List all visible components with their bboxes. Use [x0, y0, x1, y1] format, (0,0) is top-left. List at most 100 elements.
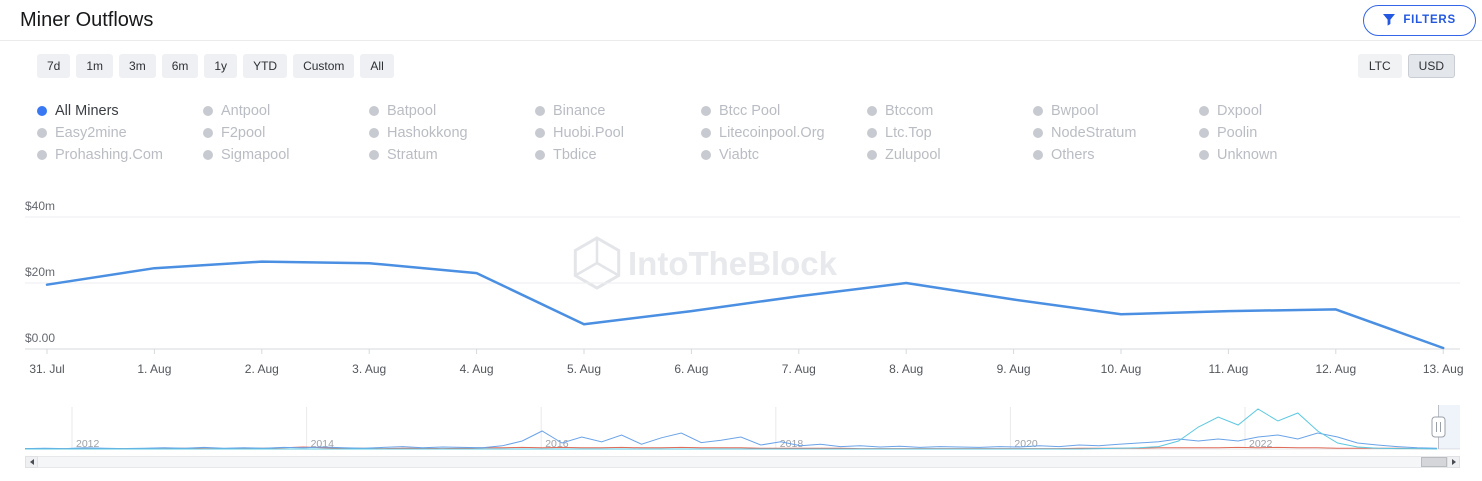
legend-dot-icon [1033, 127, 1043, 138]
legend-item-btccom[interactable]: Btccom [867, 102, 1033, 119]
page-header: Miner Outflows FILTERS [0, 0, 1482, 41]
legend-dot-icon [701, 149, 711, 160]
legend-item-btcc-pool[interactable]: Btcc Pool [701, 102, 867, 119]
range-button-custom[interactable]: Custom [293, 54, 355, 78]
legend-label: Batpool [387, 102, 437, 119]
y-axis-label: $0.00 [25, 331, 55, 345]
x-axis-label: 6. Aug [674, 362, 708, 376]
legend-item-f2pool[interactable]: F2pool [203, 124, 369, 141]
legend-item-poolin[interactable]: Poolin [1199, 124, 1365, 141]
legend-item-stratum[interactable]: Stratum [369, 146, 535, 163]
legend-item-all-miners[interactable]: All Miners [37, 102, 203, 119]
navigator-handle-grip[interactable] [1431, 416, 1446, 438]
range-button-1m[interactable]: 1m [76, 54, 114, 78]
currency-button-ltc[interactable]: LTC [1357, 54, 1402, 78]
legend-item-easy2mine[interactable]: Easy2mine [37, 124, 203, 141]
legend-item-batpool[interactable]: Batpool [369, 102, 535, 119]
legend-item-dxpool[interactable]: Dxpool [1199, 102, 1365, 119]
miner-legend: All Miners Antpool Batpool Binance Btcc Pool… [37, 102, 1482, 163]
x-axis-label: 5. Aug [567, 362, 601, 376]
chart-scrollbar[interactable] [25, 456, 1460, 468]
legend-item-viabtc[interactable]: Viabtc [701, 146, 867, 163]
intotheblock-logo-icon [573, 236, 621, 290]
legend-label: All Miners [55, 102, 119, 119]
x-axis-label: 2. Aug [245, 362, 279, 376]
navigator-chart[interactable]: 2012 2014 2016 2018 2020 2022 [0, 405, 1482, 453]
scrollbar-left-arrow[interactable] [25, 456, 38, 468]
series-line-all-miners[interactable] [45, 260, 1445, 350]
legend-label: Prohashing.Com [55, 146, 163, 163]
navigator-series-cyan [25, 408, 1438, 450]
legend-dot-icon [203, 105, 213, 116]
funnel-icon [1383, 14, 1396, 26]
legend-item-tbdice[interactable]: Tbdice [535, 146, 701, 163]
legend-label: Binance [553, 102, 606, 119]
range-button-7d[interactable]: 7d [37, 54, 71, 78]
legend-label: Bwpool [1051, 102, 1099, 119]
scrollbar-right-arrow[interactable] [1447, 456, 1460, 468]
legend-dot-icon [867, 149, 877, 160]
legend-dot-icon [37, 127, 47, 138]
navigator-handle[interactable] [1431, 405, 1460, 449]
x-axis-label: 7. Aug [782, 362, 816, 376]
legend-label: NodeStratum [1051, 124, 1137, 141]
legend-label: Tbdice [553, 146, 597, 163]
x-axis-label: 1. Aug [137, 362, 171, 376]
legend-item-litecoinpool-org[interactable]: Litecoinpool.Org [701, 124, 867, 141]
legend-dot-icon [701, 127, 711, 138]
legend-dot-icon [369, 105, 379, 116]
x-axis-label: 4. Aug [460, 362, 494, 376]
legend-dot-icon [535, 149, 545, 160]
scrollbar-thumb[interactable] [1421, 457, 1447, 467]
navigator-series-blue [24, 430, 1438, 450]
legend-label: Antpool [221, 102, 271, 119]
legend-label: Unknown [1217, 146, 1278, 163]
range-button-all[interactable]: All [360, 54, 394, 78]
legend-item-nodestratum[interactable]: NodeStratum [1033, 124, 1199, 141]
filters-button[interactable]: FILTERS [1363, 4, 1476, 36]
legend-dot-icon [1199, 105, 1209, 116]
left-arrow-icon [29, 459, 34, 465]
legend-item-bwpool[interactable]: Bwpool [1033, 102, 1199, 119]
x-axis-label: 13. Aug [1423, 362, 1464, 376]
legend-item-others[interactable]: Others [1033, 146, 1199, 163]
x-axis-label: 12. Aug [1315, 362, 1356, 376]
legend-label: Btcc Pool [719, 102, 781, 119]
legend-dot-icon [535, 127, 545, 138]
legend-dot-icon [701, 105, 711, 116]
range-button-6m[interactable]: 6m [161, 54, 199, 78]
legend-label: Btccom [885, 102, 934, 119]
legend-dot-icon [203, 149, 213, 160]
legend-label: Sigmapool [221, 146, 290, 163]
legend-label: Poolin [1217, 124, 1258, 141]
range-button-3m[interactable]: 3m [119, 54, 156, 78]
main-chart[interactable]: IntoTheBlock $0.00 $20m $40m 31. Jul 1. Aug 2… [0, 195, 1482, 385]
legend-dot-icon [369, 127, 379, 138]
legend-item-ltc-top[interactable]: Ltc.Top [867, 124, 1033, 141]
currency-button-usd[interactable]: USD [1407, 54, 1455, 78]
x-axis-label: 9. Aug [997, 362, 1031, 376]
navigator-selected-range [1439, 405, 1460, 449]
legend-item-antpool[interactable]: Antpool [203, 102, 369, 119]
legend-dot-icon [37, 105, 47, 116]
legend-item-sigmapool[interactable]: Sigmapool [203, 146, 369, 163]
legend-label: Viabtc [719, 146, 760, 163]
legend-label: Hashokkong [387, 124, 468, 141]
legend-item-hashokkong[interactable]: Hashokkong [369, 124, 535, 141]
right-arrow-icon [1451, 459, 1456, 465]
legend-label: Stratum [387, 146, 438, 163]
legend-item-prohashing-com[interactable]: Prohashing.Com [37, 146, 203, 163]
legend-item-unknown[interactable]: Unknown [1199, 146, 1365, 163]
legend-dot-icon [1033, 105, 1043, 116]
legend-item-binance[interactable]: Binance [535, 102, 701, 119]
legend-dot-icon [1199, 149, 1209, 160]
scrollbar-track[interactable] [38, 456, 1447, 468]
legend-label: Zulupool [885, 146, 941, 163]
legend-item-huobi-pool[interactable]: Huobi.Pool [535, 124, 701, 141]
legend-item-zulupool[interactable]: Zulupool [867, 146, 1033, 163]
legend-dot-icon [867, 127, 877, 138]
range-button-1y[interactable]: 1y [204, 54, 238, 78]
x-axis-label: 8. Aug [889, 362, 923, 376]
range-button-ytd[interactable]: YTD [243, 54, 288, 78]
legend-label: Easy2mine [55, 124, 127, 141]
